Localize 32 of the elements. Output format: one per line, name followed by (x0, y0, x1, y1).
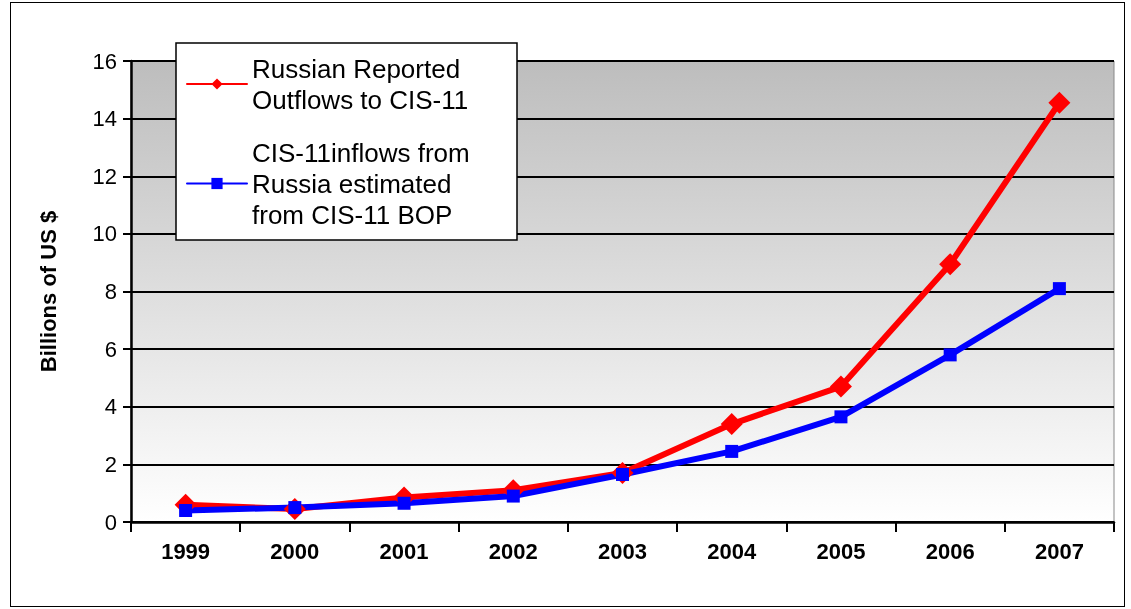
y-tick-label: 14 (92, 106, 117, 132)
y-tick-label: 10 (92, 221, 117, 247)
x-tick-label: 2003 (598, 538, 647, 564)
x-tick-label: 2007 (1034, 538, 1084, 564)
point (397, 496, 411, 510)
y-tick-label: 4 (104, 394, 117, 420)
y-tick-label: 2 (104, 451, 117, 477)
legend-label: Russian Reported Outflows to CIS-11 (252, 53, 469, 115)
point (720, 413, 743, 436)
point (943, 348, 957, 362)
y-axis-title: Billions of US $ (35, 210, 61, 373)
point (1048, 91, 1071, 114)
legend-label: CIS-11inflows from Russia estimated from CIS-11 BOP (252, 137, 477, 230)
y-tick-label: 6 (104, 336, 117, 362)
x-tick-label: 2001 (379, 538, 429, 564)
point (725, 444, 739, 458)
point (1052, 282, 1066, 296)
y-tick-label: 0 (104, 509, 117, 535)
point (506, 489, 520, 503)
y-tick-label: 8 (104, 279, 117, 304)
x-tick-label: 2000 (270, 538, 320, 564)
point (939, 253, 962, 276)
y-tick-label: 16 (92, 48, 117, 74)
point (834, 410, 848, 424)
x-tick-label: 2004 (707, 538, 757, 564)
x-tick-label: 2002 (488, 538, 538, 564)
point (829, 375, 852, 398)
x-tick-label: 2006 (925, 538, 975, 564)
x-tick-label: 2005 (816, 538, 866, 564)
x-tick-label: 1999 (161, 538, 211, 564)
point (179, 503, 193, 517)
y-tick-label: 12 (92, 163, 117, 189)
